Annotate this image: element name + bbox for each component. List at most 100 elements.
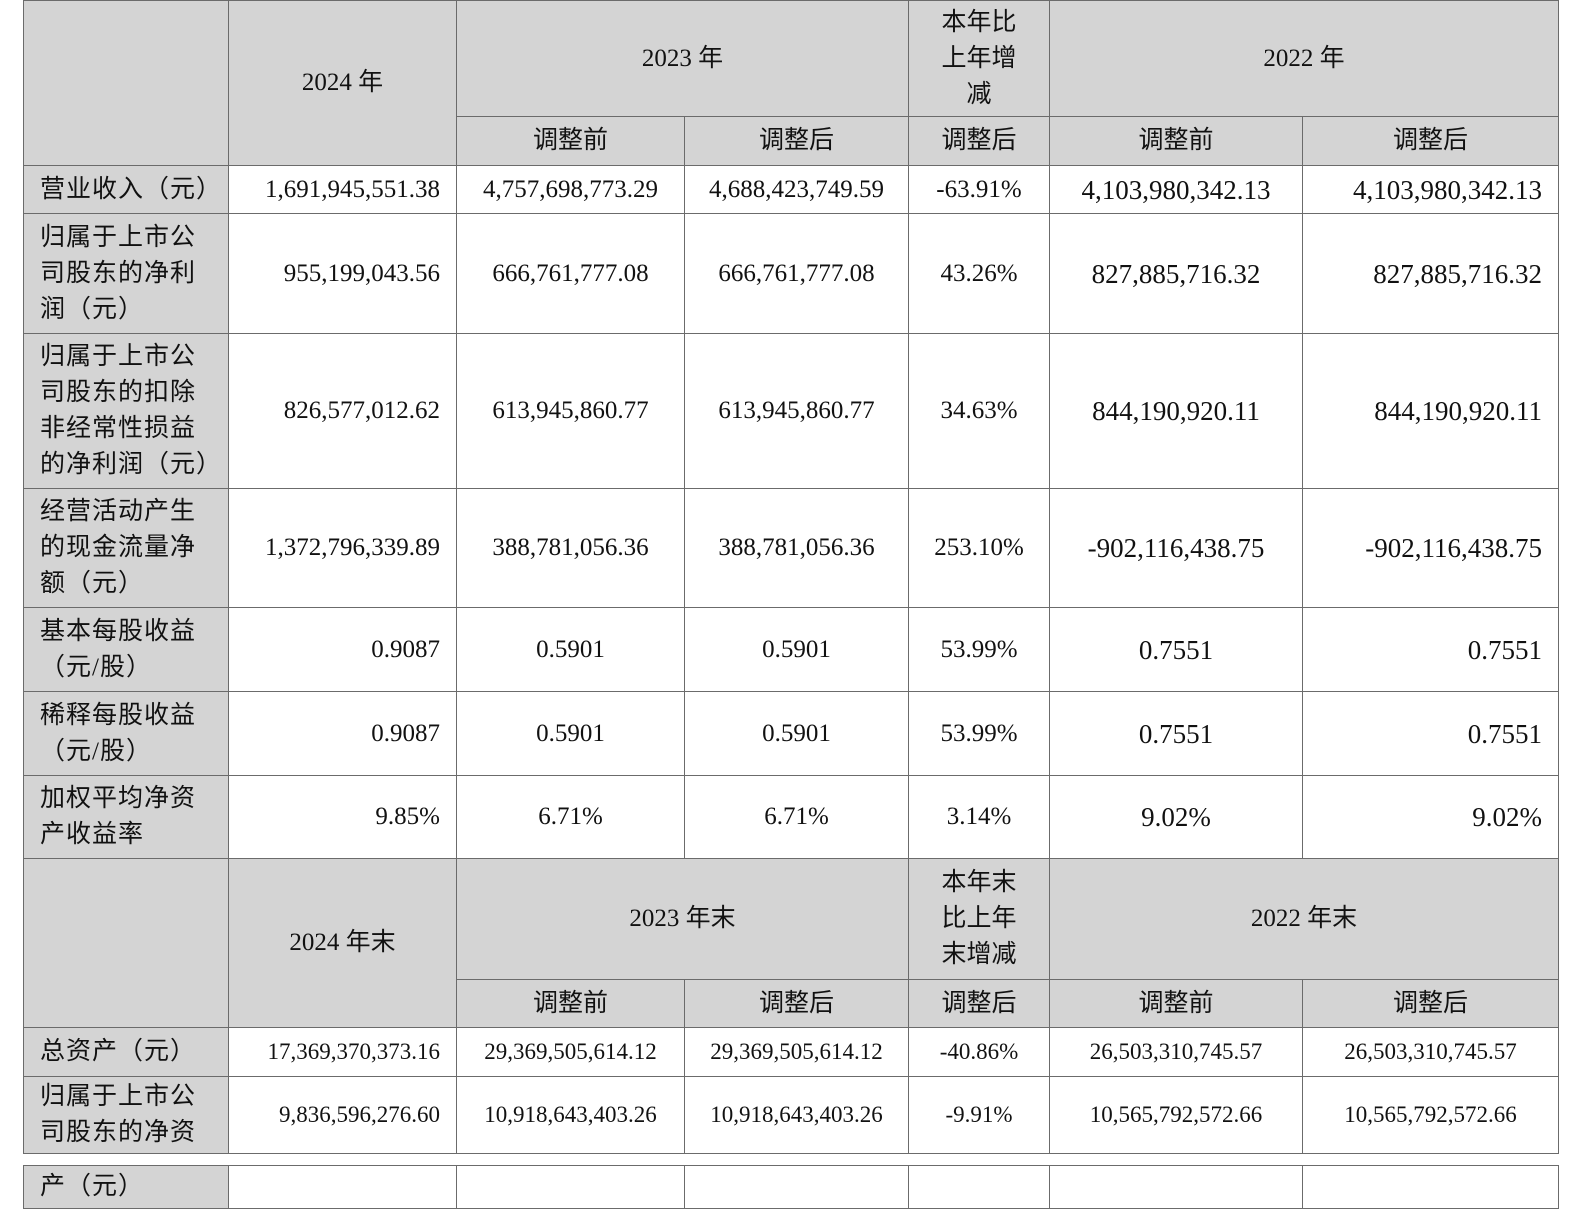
value-2024: 1,691,945,551.38 xyxy=(228,165,457,214)
header-2023-end: 2023 年末 xyxy=(456,858,909,980)
value-2024: 0.9087 xyxy=(228,691,457,776)
subheader-change-after: 调整后 xyxy=(908,116,1050,166)
row-label: 营业收入（元） xyxy=(23,165,229,214)
value-2022-before: 9.02% xyxy=(1049,775,1303,859)
value-2022-after: 827,885,716.32 xyxy=(1302,213,1559,334)
continued-table-fragment: 产（元） xyxy=(23,1165,1559,1209)
value-2022-before: -902,116,438.75 xyxy=(1049,488,1303,608)
subheader-2022-after: 调整后 xyxy=(1302,116,1559,166)
value-2022-after: 0.7551 xyxy=(1302,607,1559,692)
row-label-continued: 产（元） xyxy=(23,1165,229,1209)
value-2022-before: 4,103,980,342.13 xyxy=(1049,165,1303,214)
row-label: 总资产（元） xyxy=(23,1027,229,1077)
row-label: 加权平均净资 产收益率 xyxy=(23,775,229,859)
row-label: 归属于上市公 司股东的净利 润（元） xyxy=(23,213,229,334)
subheader-2023-before: 调整前 xyxy=(456,979,685,1028)
subheader-2022-after: 调整后 xyxy=(1302,979,1559,1028)
table-row: 归属于上市公 司股东的净资 9,836,596,276.60 10,918,643… xyxy=(23,1076,1559,1154)
value-2022-before: 827,885,716.32 xyxy=(1049,213,1303,334)
value-2022-after: 9.02% xyxy=(1302,775,1559,859)
header-2022: 2022 年 xyxy=(1049,0,1559,117)
header-change: 本年比 上年增减 xyxy=(908,0,1050,117)
header-change-end: 本年末 比上年 末增减 xyxy=(908,858,1050,980)
value-2023-before: 0.5901 xyxy=(456,691,685,776)
value-2024: 826,577,012.62 xyxy=(228,333,457,489)
value-2023-before: 4,757,698,773.29 xyxy=(456,165,685,214)
value-2023-after: 29,369,505,614.12 xyxy=(684,1027,909,1077)
value-2024: 9.85% xyxy=(228,775,457,859)
table-row: 总资产（元） 17,369,370,373.16 29,369,505,614.… xyxy=(23,1027,1559,1077)
value-2022-before: 844,190,920.11 xyxy=(1049,333,1303,489)
value-change: 34.63% xyxy=(908,333,1050,489)
header-2022-end: 2022 年末 xyxy=(1049,858,1559,980)
value-2024: 955,199,043.56 xyxy=(228,213,457,334)
table-row: 营业收入（元） 1,691,945,551.38 4,757,698,773.2… xyxy=(23,165,1559,214)
value-2024: 17,369,370,373.16 xyxy=(228,1027,457,1077)
value-2022-after: -902,116,438.75 xyxy=(1302,488,1559,608)
header-2023: 2023 年 xyxy=(456,0,909,117)
header-2024-end: 2024 年末 xyxy=(228,858,457,1028)
empty-cell xyxy=(1302,1165,1559,1209)
value-change: 253.10% xyxy=(908,488,1050,608)
table-row: 基本每股收益 （元/股） 0.9087 0.5901 0.5901 53.99% … xyxy=(23,607,1559,692)
header-blank-cell xyxy=(23,0,229,166)
value-2022-after: 4,103,980,342.13 xyxy=(1302,165,1559,214)
value-2023-after: 388,781,056.36 xyxy=(684,488,909,608)
subheader-change-after: 调整后 xyxy=(908,979,1050,1028)
value-2023-after: 666,761,777.08 xyxy=(684,213,909,334)
value-change: 53.99% xyxy=(908,607,1050,692)
value-2022-after: 10,565,792,572.66 xyxy=(1302,1076,1559,1154)
subheader-2023-after: 调整后 xyxy=(684,979,909,1028)
row-label: 基本每股收益 （元/股） xyxy=(23,607,229,692)
value-2024: 9,836,596,276.60 xyxy=(228,1076,457,1154)
row-label: 经营活动产生 的现金流量净 额（元） xyxy=(23,488,229,608)
value-2023-before: 613,945,860.77 xyxy=(456,333,685,489)
empty-cell xyxy=(908,1165,1050,1209)
value-2023-after: 0.5901 xyxy=(684,691,909,776)
value-2023-after: 10,918,643,403.26 xyxy=(684,1076,909,1154)
row-label: 归属于上市公 司股东的扣除 非经常性损益 的净利润（元） xyxy=(23,333,229,489)
value-2023-before: 6.71% xyxy=(456,775,685,859)
empty-cell xyxy=(1049,1165,1303,1209)
subheader-2022-before: 调整前 xyxy=(1049,979,1303,1028)
subheader-2022-before: 调整前 xyxy=(1049,116,1303,166)
value-2023-after: 0.5901 xyxy=(684,607,909,692)
value-2024: 1,372,796,339.89 xyxy=(228,488,457,608)
value-2023-after: 613,945,860.77 xyxy=(684,333,909,489)
value-change: -63.91% xyxy=(908,165,1050,214)
empty-cell xyxy=(456,1165,685,1209)
value-2024: 0.9087 xyxy=(228,607,457,692)
value-change: -40.86% xyxy=(908,1027,1050,1077)
header-2024: 2024 年 xyxy=(228,0,457,166)
value-change: 3.14% xyxy=(908,775,1050,859)
value-2022-after: 844,190,920.11 xyxy=(1302,333,1559,489)
value-2022-before: 0.7551 xyxy=(1049,607,1303,692)
value-2022-after: 0.7551 xyxy=(1302,691,1559,776)
row-label: 归属于上市公 司股东的净资 xyxy=(23,1076,229,1154)
value-change: 53.99% xyxy=(908,691,1050,776)
row-label: 稀释每股收益 （元/股） xyxy=(23,691,229,776)
key-financials-table: 2024 年 2023 年 本年比 上年增减 2022 年 调整前 调整后 调整后… xyxy=(23,0,1559,1154)
value-2022-after: 26,503,310,745.57 xyxy=(1302,1027,1559,1077)
header-blank-cell xyxy=(23,858,229,1028)
table-row: 加权平均净资 产收益率 9.85% 6.71% 6.71% 3.14% 9.02%… xyxy=(23,775,1559,859)
value-2023-before: 0.5901 xyxy=(456,607,685,692)
value-change: -9.91% xyxy=(908,1076,1050,1154)
value-2022-before: 0.7551 xyxy=(1049,691,1303,776)
empty-cell xyxy=(684,1165,909,1209)
value-2023-before: 388,781,056.36 xyxy=(456,488,685,608)
empty-cell xyxy=(228,1165,457,1209)
value-2022-before: 10,565,792,572.66 xyxy=(1049,1076,1303,1154)
table-row: 产（元） xyxy=(23,1165,1559,1209)
value-2023-after: 6.71% xyxy=(684,775,909,859)
value-2023-before: 29,369,505,614.12 xyxy=(456,1027,685,1077)
subheader-2023-before: 调整前 xyxy=(456,116,685,166)
value-2023-before: 666,761,777.08 xyxy=(456,213,685,334)
value-2023-before: 10,918,643,403.26 xyxy=(456,1076,685,1154)
table-row: 归属于上市公 司股东的扣除 非经常性损益 的净利润（元） 826,577,012.62… xyxy=(23,333,1559,489)
subheader-2023-after: 调整后 xyxy=(684,116,909,166)
value-2023-after: 4,688,423,749.59 xyxy=(684,165,909,214)
table-row: 经营活动产生 的现金流量净 额（元） 1,372,796,339.89 388,78… xyxy=(23,488,1559,608)
table-row: 归属于上市公 司股东的净利 润（元） 955,199,043.56 666,761,… xyxy=(23,213,1559,334)
value-2022-before: 26,503,310,745.57 xyxy=(1049,1027,1303,1077)
